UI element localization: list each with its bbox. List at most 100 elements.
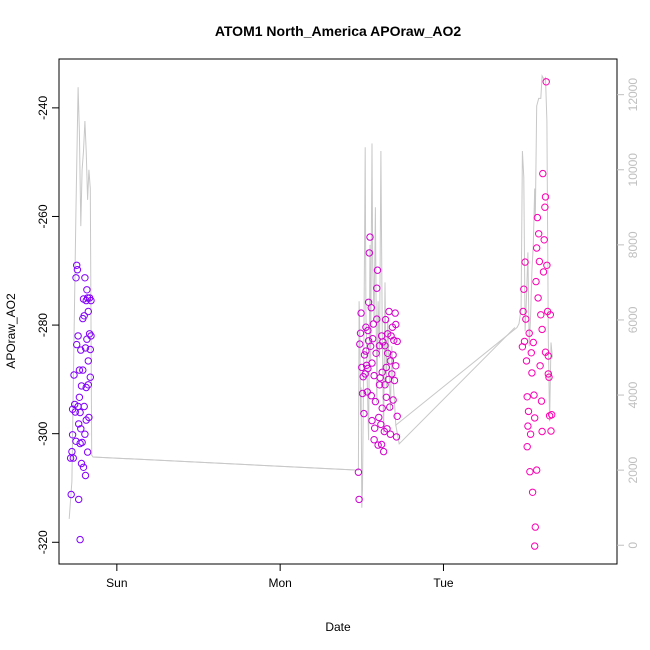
data-point (369, 335, 377, 343)
secondary-series-line (68, 74, 553, 519)
data-point (537, 397, 546, 405)
chart-title: ATOM1 North_America APOraw_AO2 (215, 23, 462, 39)
data-point (384, 349, 392, 357)
data-point (383, 425, 391, 433)
data-point (535, 257, 544, 266)
data-point (382, 393, 390, 401)
data-point (362, 347, 370, 355)
data-point (523, 393, 531, 401)
data-point (382, 363, 390, 372)
plot-frame (58, 58, 618, 565)
data-point (373, 284, 381, 292)
data-point (531, 414, 539, 422)
data-point (541, 203, 549, 211)
data-point (533, 466, 541, 474)
y-tick-label: -260 (36, 204, 50, 228)
data-point (533, 213, 542, 222)
y2-tick-label: 6000 (626, 306, 640, 333)
data-point (86, 345, 95, 354)
data-point (75, 420, 83, 428)
y2-tick-label: 12000 (626, 78, 640, 112)
y-tick-label: -280 (36, 313, 50, 337)
data-point (373, 266, 382, 274)
secondary-line-connector (395, 327, 516, 445)
data-point (545, 373, 553, 381)
data-point (77, 425, 85, 433)
y-tick-label: -240 (36, 96, 50, 120)
data-point (388, 370, 396, 378)
data-point (531, 542, 539, 550)
data-point (393, 337, 401, 346)
x-tick-label: Mon (268, 576, 291, 590)
data-point (77, 382, 86, 390)
data-point (378, 368, 386, 376)
data-point (385, 307, 393, 316)
data-point (81, 471, 90, 480)
data-point (529, 338, 537, 347)
data-point (81, 274, 89, 282)
data-point (381, 381, 389, 389)
y-tick-label: -300 (36, 421, 50, 445)
data-point (79, 463, 88, 471)
data-point (77, 459, 86, 468)
data-point (375, 413, 383, 422)
data-point (389, 351, 397, 359)
data-point (375, 381, 384, 389)
data-point (543, 261, 551, 269)
data-point (525, 329, 533, 337)
data-point (80, 402, 88, 411)
data-point (79, 366, 87, 374)
data-point (73, 266, 82, 274)
data-point (368, 416, 376, 425)
data-point (532, 277, 540, 286)
y2-tick-label: 2000 (626, 456, 640, 483)
data-point (393, 412, 401, 420)
data-point (526, 468, 534, 476)
data-point (76, 535, 84, 544)
data-point (542, 78, 550, 86)
data-point (360, 409, 368, 418)
data-point (531, 523, 539, 531)
data-point (538, 427, 546, 436)
secondary-y-axis: 0 2000 4000 6000 8000 10000 12000 (617, 78, 640, 549)
y2-tick-label: 4000 (626, 381, 640, 408)
data-point (365, 249, 373, 257)
data-point (354, 468, 363, 476)
data-point (378, 404, 386, 412)
data-point (520, 285, 528, 293)
data-point (358, 389, 367, 398)
data-point (67, 490, 75, 499)
data-point (369, 320, 378, 328)
data-point (390, 336, 398, 344)
x-tick-label: Tue (433, 576, 454, 590)
data-point (363, 388, 371, 396)
data-point (75, 366, 84, 374)
data-point (527, 349, 535, 357)
data-point (84, 307, 93, 316)
data-point (72, 274, 80, 282)
y-tick-label: -320 (36, 530, 50, 554)
data-point (87, 332, 95, 340)
y2-tick-label: 8000 (626, 231, 640, 258)
data-point (539, 169, 547, 178)
data-point (528, 488, 537, 496)
data-point (373, 315, 381, 323)
data-point (356, 329, 365, 337)
data-point (70, 371, 78, 379)
data-point (75, 393, 84, 401)
data-point (368, 359, 376, 367)
secondary-line (68, 74, 553, 519)
data-point (521, 258, 529, 266)
data-point (539, 268, 548, 276)
data-point (392, 362, 400, 370)
data-point (534, 294, 542, 302)
data-point (355, 495, 363, 504)
data-point (83, 286, 91, 294)
y2-tick-label: 0 (626, 542, 640, 549)
data-point (86, 373, 95, 381)
data-point (537, 311, 545, 319)
data-point (374, 441, 382, 449)
y-axis-label: APOraw_AO2 (4, 293, 18, 369)
data-point (73, 340, 81, 349)
data-point (360, 351, 369, 359)
